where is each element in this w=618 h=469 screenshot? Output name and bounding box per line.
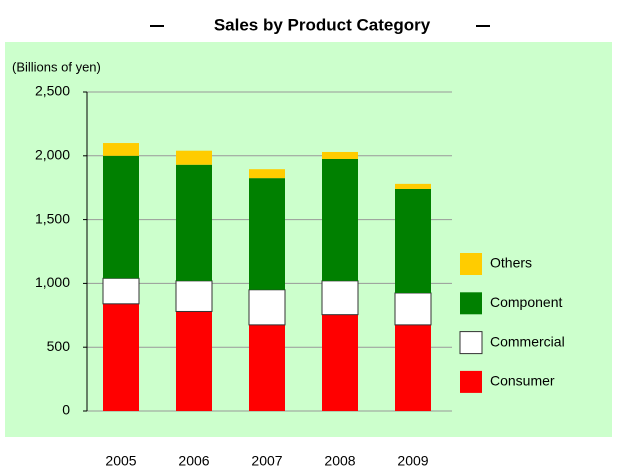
bar-segment xyxy=(322,314,358,411)
bar-segment xyxy=(103,143,139,156)
bar-segment xyxy=(322,151,358,159)
bar-segment xyxy=(321,280,359,316)
x-tick-label: 2008 xyxy=(324,453,355,469)
bar-segment xyxy=(249,324,285,411)
bar-segment xyxy=(102,277,140,305)
chart-title: Sales by Product Category xyxy=(214,15,431,34)
legend-label: Component xyxy=(490,294,562,310)
bar-segment xyxy=(103,303,139,411)
y-tick-label: 500 xyxy=(47,338,71,354)
bar-segment xyxy=(395,324,431,411)
bar-segment xyxy=(176,150,212,165)
y-tick-label: 1,500 xyxy=(35,210,70,226)
y-axis-label: (Billions of yen) xyxy=(12,59,101,74)
bar-segment xyxy=(322,158,358,281)
bar-segment xyxy=(248,289,286,326)
legend-swatch xyxy=(460,370,482,393)
legend-label: Others xyxy=(490,255,532,271)
legend-swatch xyxy=(459,331,483,355)
x-tick-label: 2006 xyxy=(178,453,209,469)
legend-swatch xyxy=(460,292,482,315)
x-tick-label: 2009 xyxy=(397,453,428,469)
legend-swatch xyxy=(460,253,482,275)
bar-segment xyxy=(103,155,139,279)
bar-segment xyxy=(175,280,213,312)
legend-label: Commercial xyxy=(490,333,565,349)
x-tick-label: 2005 xyxy=(105,453,136,469)
y-tick-label: 0 xyxy=(62,402,70,418)
bar-segment xyxy=(395,183,431,189)
y-tick-label: 2,000 xyxy=(35,147,70,163)
bar-segment xyxy=(249,178,285,290)
y-tick-label: 2,500 xyxy=(35,83,70,99)
y-tick-label: 1,000 xyxy=(35,274,70,290)
x-tick-label: 2007 xyxy=(251,453,282,469)
bar-segment xyxy=(176,311,212,411)
bar-segment xyxy=(249,169,285,179)
legend-label: Consumer xyxy=(490,373,555,389)
bar-segment xyxy=(394,292,432,326)
bar-segment xyxy=(176,164,212,281)
bar-segment xyxy=(395,188,431,293)
